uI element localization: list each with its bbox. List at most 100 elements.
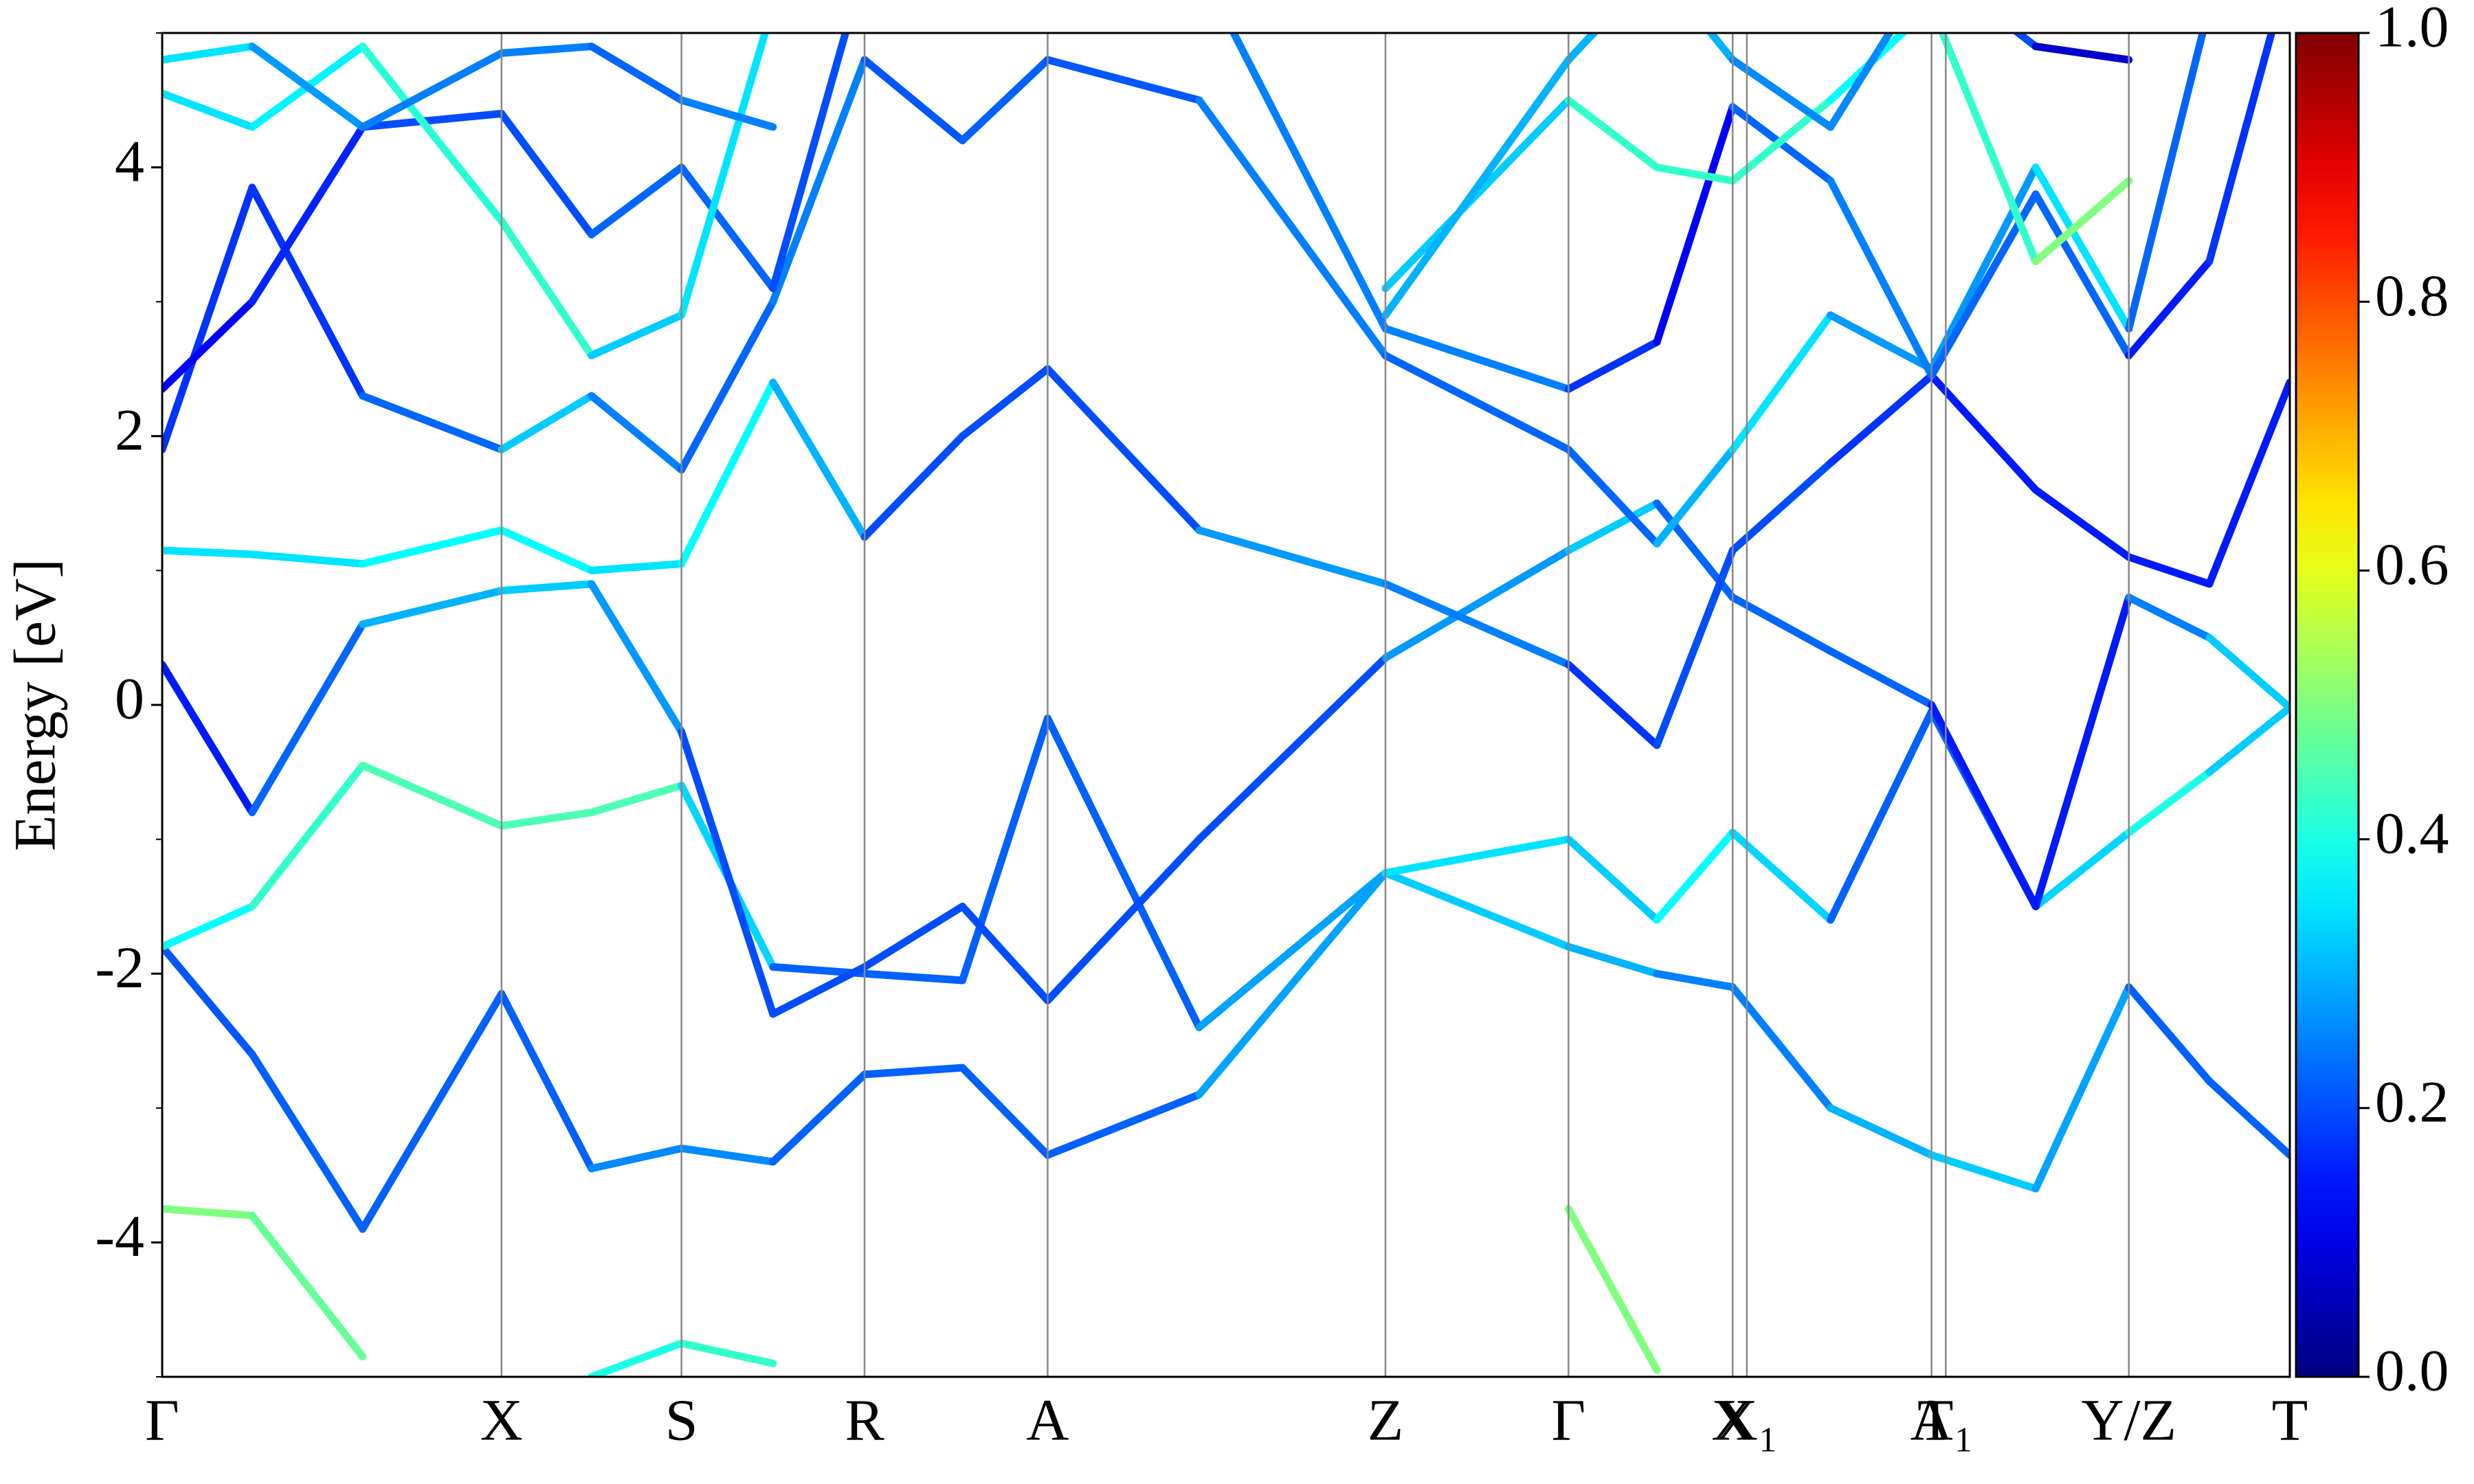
band-segment (1728, 983, 1835, 1112)
x-tick-label: X (480, 1387, 523, 1453)
band-segment (1564, 1205, 1661, 1374)
band-segment (2125, 258, 2214, 359)
band-segment (498, 808, 596, 830)
band-segment (1381, 351, 1572, 453)
band-segment (769, 33, 850, 293)
band-segment (1195, 869, 1390, 1031)
band-segment (678, 1339, 777, 1367)
band-segment (860, 56, 966, 144)
band-segment (2031, 983, 2133, 1193)
band-segment (2205, 33, 2276, 266)
band-segment (1653, 103, 1737, 346)
colorbar-tick-label: 1.0 (2375, 0, 2449, 60)
x-tick-label: Γ (1552, 1387, 1586, 1453)
band-segment (678, 1144, 777, 1166)
band-segment (498, 392, 596, 453)
band-segment (1827, 1104, 1936, 1159)
band-segment (359, 587, 506, 629)
colorbar-tick-label: 0.8 (2375, 262, 2449, 328)
band-segment (1381, 869, 1572, 951)
band-segment (2031, 486, 2133, 561)
band-segment (769, 1070, 869, 1166)
band-segment (1827, 708, 1936, 924)
band-segment (860, 902, 966, 971)
band-segment (1564, 835, 1661, 924)
band-segment (860, 432, 966, 541)
x-tick-label: Y/Z (2081, 1387, 2176, 1453)
colorbar-tick-label: 0.2 (2375, 1069, 2449, 1135)
band-segment (588, 781, 686, 816)
band-segment (359, 109, 506, 131)
x-tick-label: X (1711, 1387, 1754, 1453)
band-segment (359, 761, 506, 830)
band-segment (588, 43, 686, 104)
band-segment (498, 43, 596, 57)
band-segment (1564, 660, 1661, 750)
band-segment (162, 546, 256, 559)
band-segment (2125, 768, 2214, 837)
band-segment (359, 392, 506, 453)
band-segment (248, 761, 367, 910)
band-segment (1653, 164, 1737, 185)
band-segment (1043, 715, 1203, 1031)
band-segment (248, 1050, 367, 1233)
band-segment (498, 990, 596, 1173)
y-tick-label: 0 (115, 666, 144, 732)
band-segment (162, 183, 256, 453)
x-tick-label: T₁ (1917, 1387, 1974, 1453)
band-segment (359, 43, 506, 225)
band-segment (498, 217, 596, 359)
band-segment (1938, 33, 2040, 266)
band-segment (958, 56, 1051, 144)
band-segment (2031, 164, 2133, 333)
band-segment (1728, 594, 1835, 655)
band-segment (860, 1064, 966, 1079)
band-segment (1195, 869, 1390, 1099)
band-segment (2031, 190, 2133, 359)
band-segment (958, 902, 1051, 1004)
band-segment (769, 56, 869, 306)
band-segment (1381, 835, 1572, 877)
band-segment (498, 526, 596, 574)
band-segment (1043, 1090, 1203, 1159)
band-segment (1653, 546, 1737, 750)
band-segment (2031, 43, 2133, 64)
band-segment (2125, 983, 2214, 1086)
band-segment (1827, 311, 1936, 373)
band-segment (1381, 96, 1572, 293)
band-segment (2205, 704, 2290, 776)
band-segment (162, 297, 256, 393)
band-segment (1564, 445, 1661, 548)
y-tick-label: -2 (95, 934, 144, 1000)
x-tick-label: X₁ (1715, 1387, 1779, 1453)
band-segment (1564, 943, 1661, 978)
band-segment (678, 297, 777, 474)
band-segment (958, 715, 1051, 985)
band-segment (248, 620, 367, 816)
band-segment (162, 660, 256, 816)
band-segment (1728, 311, 1835, 453)
band-segment (2125, 594, 2214, 642)
band-segment (958, 365, 1051, 440)
band-segment (2205, 633, 2290, 712)
band-segment (2205, 379, 2290, 588)
band-segment (248, 183, 367, 400)
band-segment (588, 580, 686, 736)
band-segment (248, 1211, 367, 1361)
band-segment (248, 123, 367, 306)
band-segment (2125, 553, 2214, 588)
band-segment (678, 33, 769, 319)
band-segment (588, 392, 686, 474)
band-segment (1653, 445, 1737, 548)
plot-frame (161, 32, 2291, 1378)
y-tick-label: -4 (95, 1203, 144, 1269)
band-segment (1728, 459, 1835, 554)
band-segment (958, 1064, 1051, 1159)
band-segment (678, 728, 777, 1018)
band-segment (1195, 654, 1390, 844)
band-segment (162, 43, 256, 64)
y-tick-label: 4 (115, 128, 144, 194)
band-segment (1827, 177, 1936, 380)
band-segment (1928, 164, 2040, 373)
x-tick-label: A (1910, 1387, 1953, 1453)
